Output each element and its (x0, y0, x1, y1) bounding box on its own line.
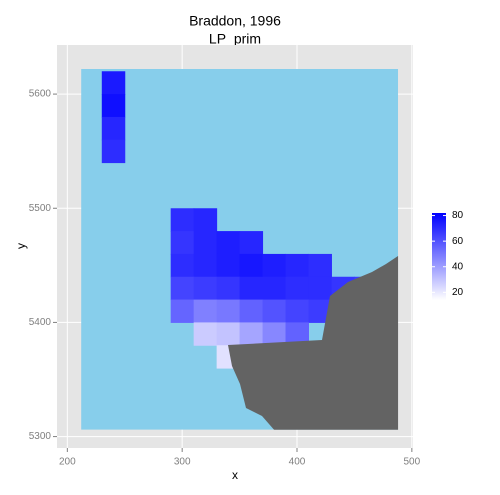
y-tick-label: 5300 (29, 431, 52, 442)
x-tick-label: 300 (174, 457, 191, 468)
x-tick-label: 200 (59, 457, 76, 468)
raster-cell (285, 276, 309, 301)
x-tick-label: 500 (404, 457, 421, 468)
colorbar-tick-label: 40 (452, 261, 464, 272)
raster-cell (239, 299, 264, 323)
raster-cell (170, 299, 195, 323)
raster-cell (101, 71, 126, 95)
raster (81, 68, 399, 430)
raster-cell (170, 208, 195, 232)
colorbar-tick-label: 20 (452, 287, 464, 298)
y-tick-label: 5500 (29, 203, 52, 214)
raster-cell (285, 322, 309, 346)
raster-cell (239, 322, 264, 346)
raster-cell (308, 253, 332, 278)
x-axis-label: x (232, 468, 238, 482)
raster-cell (262, 299, 287, 323)
raster-cell (193, 299, 218, 323)
raster-cell (101, 139, 126, 164)
raster-cell (101, 94, 126, 118)
chart-subtitle: LP_prim (209, 31, 261, 47)
raster-cell (101, 116, 126, 141)
raster-cell (285, 299, 309, 323)
colorbar (432, 213, 446, 300)
raster-cell (239, 253, 264, 278)
raster-cell (170, 231, 195, 255)
raster-cell (262, 322, 287, 346)
y-tick-label: 5400 (29, 317, 52, 328)
y-tick-label: 5600 (29, 89, 52, 100)
raster-cell (308, 299, 332, 323)
chart-title: Braddon, 1996 (189, 13, 281, 29)
raster-cell (170, 276, 195, 301)
raster-cell (193, 253, 218, 278)
land (228, 256, 399, 430)
raster-cell (308, 276, 332, 301)
colorbar-tick-label: 60 (452, 236, 464, 247)
raster-cell (216, 231, 241, 255)
raster-cell (285, 253, 309, 278)
raster-cell (216, 276, 241, 301)
raster-cell (239, 231, 264, 255)
raster-cell (216, 299, 241, 323)
raster-cell (262, 253, 287, 278)
raster-cell (193, 231, 218, 255)
colorbar-tick-label: 80 (452, 210, 464, 221)
raster-cell (193, 208, 218, 232)
raster-cell (216, 253, 241, 278)
raster-cell (216, 322, 241, 346)
y-axis-label: y (14, 243, 28, 249)
raster-cell (239, 276, 264, 301)
raster-cell (262, 276, 287, 301)
x-tick-label: 400 (289, 457, 306, 468)
raster-cell (170, 253, 195, 278)
raster-cell (193, 276, 218, 301)
raster-cell (193, 322, 218, 346)
